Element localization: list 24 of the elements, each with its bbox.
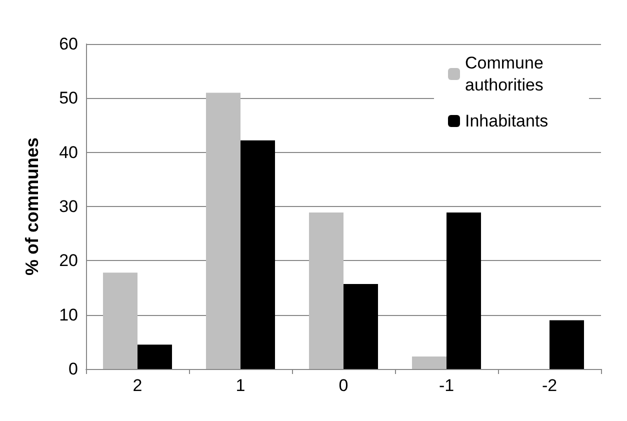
y-tick-label: 10 xyxy=(59,305,78,324)
y-tick-label: 60 xyxy=(59,34,78,54)
bar xyxy=(446,212,482,369)
y-tick-label: 40 xyxy=(59,142,78,162)
x-tick-label: -2 xyxy=(542,376,558,395)
y-tick-label: 30 xyxy=(59,197,78,216)
bar xyxy=(240,140,276,369)
y-tick-label: 20 xyxy=(59,251,78,270)
bar xyxy=(344,284,378,369)
bar xyxy=(412,356,446,369)
legend-label: Commune authorities xyxy=(465,54,548,94)
y-axis-title: % of communes xyxy=(22,137,42,276)
bar xyxy=(138,344,172,369)
y-tick-label: 0 xyxy=(68,360,78,378)
x-tick-label: 0 xyxy=(338,376,348,395)
bar xyxy=(102,272,138,369)
legend-label: Inhabitants xyxy=(465,112,548,130)
bar xyxy=(550,320,584,369)
x-tick-label: -1 xyxy=(438,376,454,395)
y-tick-label: 50 xyxy=(59,88,78,108)
x-tick-label: 2 xyxy=(132,376,142,395)
bar xyxy=(206,92,240,369)
x-tick-label: 1 xyxy=(236,376,246,395)
bar xyxy=(308,212,344,369)
